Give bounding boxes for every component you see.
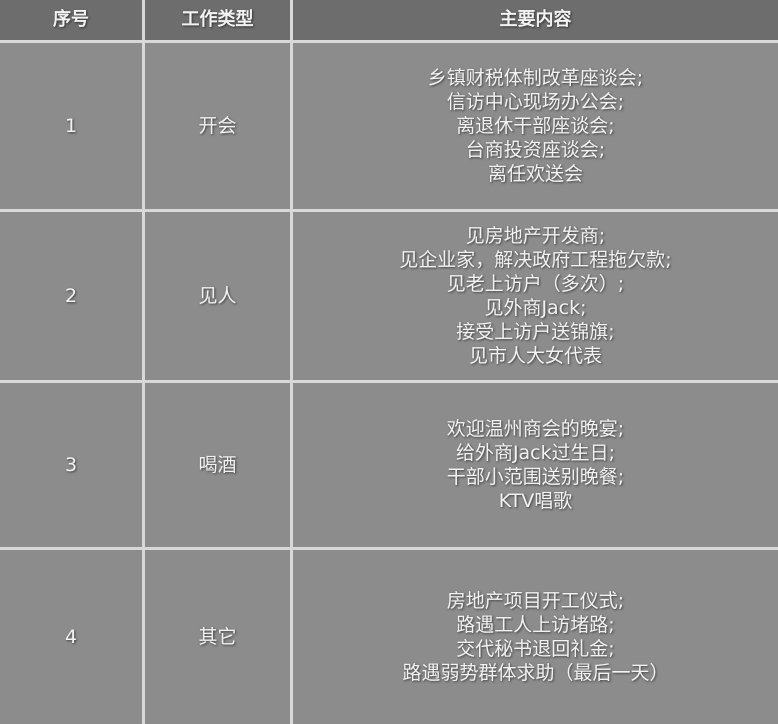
- content-item: 离任欢送会: [487, 163, 583, 185]
- row-work-type: 开会: [145, 43, 290, 209]
- content-item: 路遇弱势群体求助（最后一天）: [402, 662, 669, 684]
- row-main-content: 乡镇财税体制改革座谈会; 信访中心现场办公会; 离退休干部座谈会; 台商投资座谈会; 离…: [293, 43, 778, 209]
- content-item: 乡镇财税体制改革座谈会;: [427, 67, 644, 89]
- row-main-content: 房地产项目开工仪式; 路遇工人上访堵路; 交代秘书退回礼金; 路遇弱势群体求助（最后一…: [293, 550, 778, 724]
- content-item: 见市人大女代表: [468, 345, 602, 367]
- header-main-content: 主要内容: [293, 0, 778, 40]
- content-item: 离退休干部座谈会;: [456, 115, 615, 137]
- content-item: 见房地产开发商;: [465, 225, 606, 247]
- content-item: KTV唱歌: [498, 490, 573, 512]
- row-main-content: 见房地产开发商; 见企业家，解决政府工程拖欠款; 见老上访户（多次）; 见外商Jack…: [293, 212, 778, 380]
- row-work-type: 喝酒: [145, 383, 290, 547]
- content-item: 台商投资座谈会;: [465, 139, 606, 161]
- header-work-type: 工作类型: [145, 0, 290, 40]
- content-item: 接受上访户送锦旗;: [456, 321, 615, 343]
- content-item: 路遇工人上访堵路;: [456, 614, 615, 636]
- content-item: 见老上访户（多次）;: [446, 273, 625, 295]
- header-number: 序号: [0, 0, 142, 40]
- row-main-content: 欢迎温州商会的晚宴; 给外商Jack过生日; 干部小范围送别晚餐; KTV唱歌: [293, 383, 778, 547]
- content-item: 交代秘书退回礼金;: [456, 638, 615, 660]
- content-item: 欢迎温州商会的晚宴;: [446, 418, 625, 440]
- row-number: 4: [0, 550, 142, 724]
- row-number: 3: [0, 383, 142, 547]
- content-item: 房地产项目开工仪式;: [446, 590, 625, 612]
- content-item: 给外商Jack过生日;: [455, 442, 616, 464]
- row-work-type: 见人: [145, 212, 290, 380]
- content-item: 见企业家，解决政府工程拖欠款;: [399, 249, 672, 271]
- row-number: 1: [0, 43, 142, 209]
- row-number: 2: [0, 212, 142, 380]
- row-work-type: 其它: [145, 550, 290, 724]
- content-item: 信访中心现场办公会;: [446, 91, 625, 113]
- content-item: 干部小范围送别晚餐;: [446, 466, 625, 488]
- content-item: 见外商Jack;: [484, 297, 587, 319]
